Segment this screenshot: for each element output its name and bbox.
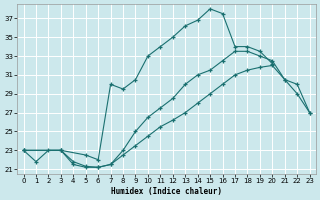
- X-axis label: Humidex (Indice chaleur): Humidex (Indice chaleur): [111, 187, 222, 196]
